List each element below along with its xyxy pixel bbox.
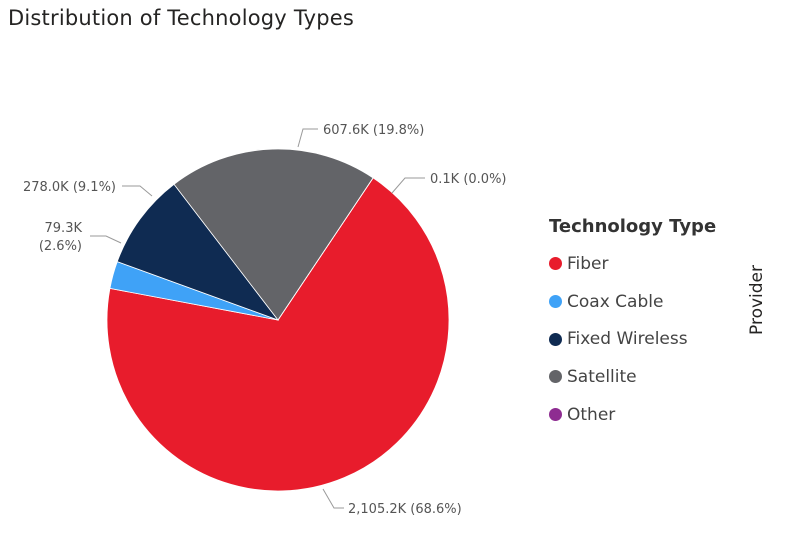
legend-label: Coax Cable [567, 291, 664, 312]
leader-line-other [391, 177, 425, 194]
legend-label: Fixed Wireless [567, 329, 688, 350]
legend-swatch-other [549, 408, 562, 422]
legend-swatch-fiber [549, 257, 562, 271]
legend-swatch-coax-cable [549, 295, 562, 309]
legend-label: Fiber [567, 253, 609, 274]
legend-swatch-satellite [549, 370, 562, 384]
leader-line-fixed-wireless [122, 185, 153, 197]
data-label-coax-cable: (2.6%) [39, 239, 82, 254]
legend-swatch-fixed-wireless [549, 332, 562, 346]
legend-item-fixed-wireless[interactable]: Fixed Wireless [549, 320, 716, 358]
legend-label: Other [567, 404, 616, 425]
leader-line-satellite [297, 128, 318, 148]
data-label-satellite: 607.6K (19.8%) [323, 123, 424, 138]
legend-label: Satellite [567, 366, 637, 387]
legend: Technology Type Fiber Coax Cable Fixed W… [549, 216, 716, 433]
leader-line-coax-cable [90, 235, 122, 244]
provider-axis-label: Provider [747, 265, 767, 335]
legend-item-fiber[interactable]: Fiber [549, 245, 716, 283]
data-label-fiber: 2,105.2K (68.6%) [348, 502, 462, 517]
pie-slice-satellite[interactable] [173, 148, 374, 321]
legend-item-other[interactable]: Other [549, 396, 716, 434]
legend-item-coax-cable[interactable]: Coax Cable [549, 283, 716, 321]
chart-title: Distribution of Technology Types [8, 6, 354, 30]
pie-slice-other[interactable] [277, 177, 374, 321]
data-label-fixed-wireless: 278.0K (9.1%) [23, 180, 116, 195]
leader-line-fiber [322, 488, 344, 509]
pie-slice-fiber[interactable] [106, 177, 450, 492]
data-label-coax-cable: 79.3K [45, 221, 83, 236]
legend-item-satellite[interactable]: Satellite [549, 358, 716, 396]
legend-title: Technology Type [549, 216, 717, 237]
data-label-other: 0.1K (0.0%) [430, 172, 507, 187]
pie-slice-fixed-wireless[interactable] [116, 183, 280, 321]
